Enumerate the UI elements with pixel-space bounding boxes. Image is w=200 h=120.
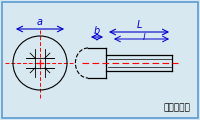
Text: ナベ頭ねじ: ナベ頭ねじ [163, 103, 190, 112]
Text: b: b [94, 26, 100, 36]
Text: a: a [37, 17, 43, 27]
Text: L: L [136, 21, 142, 30]
Text: l: l [142, 33, 145, 42]
